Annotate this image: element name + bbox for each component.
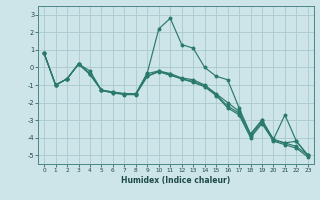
X-axis label: Humidex (Indice chaleur): Humidex (Indice chaleur) bbox=[121, 176, 231, 185]
